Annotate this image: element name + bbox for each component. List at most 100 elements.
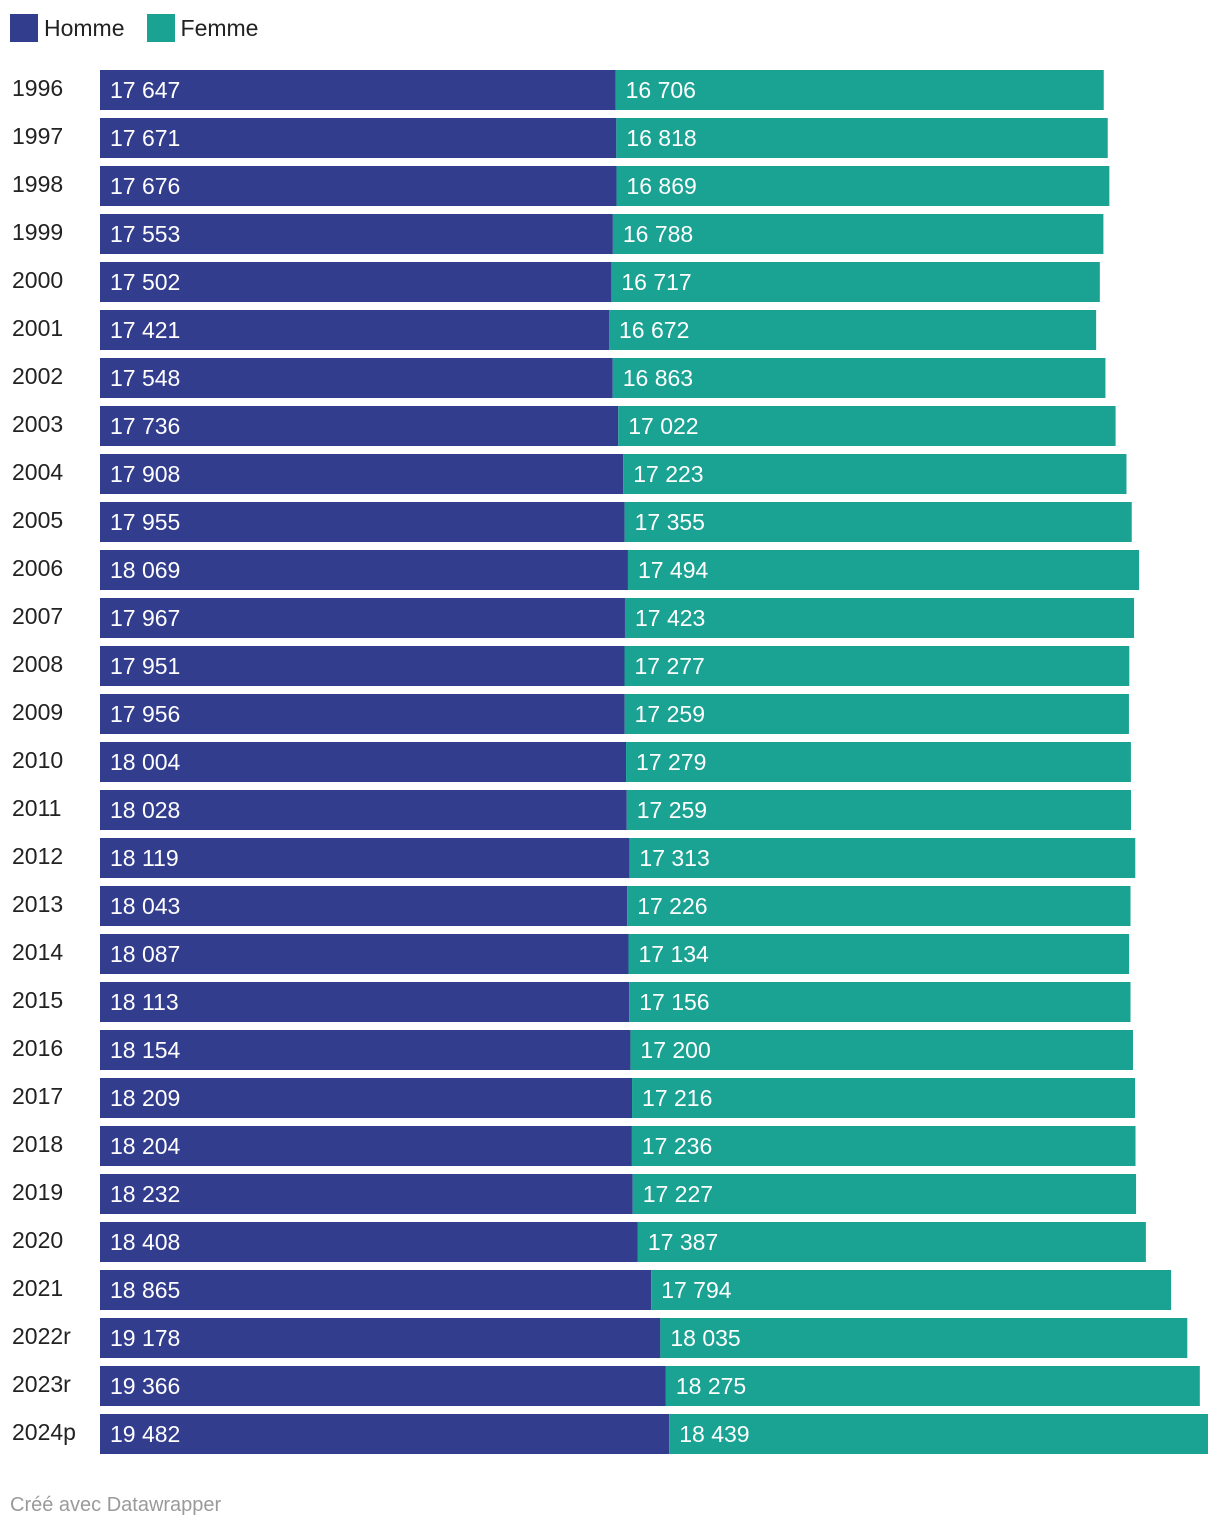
value-label-homme-2017: 18 209: [110, 1085, 180, 1111]
bar-homme-1996: [100, 70, 616, 110]
bar-femme-1999: [612, 214, 1104, 254]
bar-homme-1997: [100, 118, 617, 158]
value-label-homme-2005: 17 955: [110, 509, 180, 535]
value-label-homme-1999: 17 553: [110, 221, 180, 247]
bar-homme-2019: [100, 1174, 633, 1214]
bar-homme-2014: [100, 934, 629, 974]
value-label-femme-2020: 17 387: [648, 1229, 718, 1255]
value-label-homme-2022r: 19 178: [110, 1325, 180, 1351]
value-label-homme-2010: 18 004: [110, 749, 181, 775]
value-label-homme-2012: 18 119: [110, 845, 179, 871]
value-label-homme-1998: 17 676: [110, 173, 180, 199]
bar-femme-2003: [618, 406, 1116, 446]
value-label-femme-1996: 16 706: [626, 77, 696, 103]
bar-femme-1997: [616, 118, 1108, 158]
value-label-femme-2017: 17 216: [642, 1085, 712, 1111]
bar-femme-2021: [651, 1270, 1172, 1310]
bar-homme-2001: [100, 310, 610, 350]
bar-femme-2008: [624, 646, 1130, 686]
bar-femme-2005: [624, 502, 1132, 542]
legend-swatch-femme: [146, 14, 175, 42]
value-label-femme-2002: 16 863: [623, 365, 693, 391]
value-label-femme-2006: 17 494: [638, 557, 709, 583]
value-label-femme-2016: 17 200: [640, 1037, 710, 1063]
bar-homme-2006: [100, 550, 628, 590]
value-label-femme-1997: 16 818: [626, 125, 696, 151]
legend-label-homme: Homme: [44, 15, 125, 41]
bar-homme-2023r: [100, 1366, 666, 1406]
value-label-femme-2022r: 18 035: [670, 1325, 740, 1351]
bar-femme-2011: [626, 790, 1132, 830]
value-label-femme-2003: 17 022: [628, 413, 698, 439]
bar-femme-1998: [616, 166, 1110, 206]
value-label-femme-2007: 17 423: [635, 605, 705, 631]
value-label-homme-2001: 17 421: [110, 317, 180, 343]
bar-homme-2013: [100, 886, 628, 926]
bar-homme-2024p: [100, 1414, 670, 1454]
bar-homme-2003: [100, 406, 619, 446]
value-label-homme-2016: 18 154: [110, 1037, 181, 1063]
category-label-2015: 2015: [12, 987, 63, 1013]
category-label-2010: 2010: [12, 747, 63, 773]
category-label-2021: 2021: [12, 1275, 63, 1301]
bar-femme-2017: [632, 1078, 1136, 1118]
bar-femme-2002: [612, 358, 1106, 398]
category-label-2020: 2020: [12, 1227, 63, 1253]
value-label-homme-2011: 18 028: [110, 797, 180, 823]
value-label-homme-2018: 18 204: [110, 1133, 181, 1159]
value-label-homme-2004: 17 908: [110, 461, 180, 487]
bar-homme-2002: [100, 358, 613, 398]
value-label-femme-1998: 16 869: [626, 173, 696, 199]
category-label-2000: 2000: [12, 267, 63, 293]
bar-homme-1998: [100, 166, 617, 206]
category-label-2009: 2009: [12, 699, 63, 725]
category-label-2013: 2013: [12, 891, 63, 917]
value-label-homme-2007: 17 967: [110, 605, 180, 631]
bar-femme-2023r: [665, 1366, 1200, 1406]
bar-femme-2020: [637, 1222, 1146, 1262]
category-label-2017: 2017: [12, 1083, 63, 1109]
bar-femme-2018: [631, 1126, 1136, 1166]
bar-homme-2009: [100, 694, 625, 734]
category-label-2005: 2005: [12, 507, 63, 533]
value-label-femme-2008: 17 277: [635, 653, 705, 679]
value-label-homme-2006: 18 069: [110, 557, 180, 583]
bar-homme-2010: [100, 742, 627, 782]
category-label-2018: 2018: [12, 1131, 63, 1157]
value-label-femme-2024p: 18 439: [679, 1421, 749, 1447]
value-label-homme-2009: 17 956: [110, 701, 180, 727]
bar-homme-2015: [100, 982, 630, 1022]
value-label-femme-2001: 16 672: [619, 317, 689, 343]
bar-femme-1996: [615, 70, 1104, 110]
value-label-homme-2000: 17 502: [110, 269, 180, 295]
category-label-2024p: 2024p: [12, 1419, 76, 1445]
legend: Homme Femme: [10, 12, 280, 44]
bar-homme-2000: [100, 262, 612, 302]
value-label-femme-2011: 17 259: [637, 797, 707, 823]
footer-credit: Créé avec Datawrapper: [10, 1494, 222, 1516]
value-label-femme-2014: 17 134: [638, 941, 709, 967]
bar-femme-2006: [627, 550, 1140, 590]
bar-femme-2019: [632, 1174, 1137, 1214]
value-label-homme-2023r: 19 366: [110, 1373, 180, 1399]
category-label-1996: 1996: [12, 75, 63, 101]
bar-homme-2022r: [100, 1318, 661, 1358]
category-label-2012: 2012: [12, 843, 63, 869]
legend-label-femme: Femme: [180, 15, 259, 41]
value-label-femme-2004: 17 223: [633, 461, 703, 487]
bar-homme-2005: [100, 502, 625, 542]
category-label-1997: 1997: [12, 123, 63, 149]
category-label-1998: 1998: [12, 171, 63, 197]
value-label-homme-2014: 18 087: [110, 941, 180, 967]
value-label-femme-2015: 17 156: [639, 989, 709, 1015]
category-label-2003: 2003: [12, 411, 63, 437]
bar-femme-2009: [624, 694, 1129, 734]
value-label-homme-2024p: 19 482: [110, 1421, 180, 1447]
category-label-2004: 2004: [12, 459, 63, 485]
value-label-femme-2009: 17 259: [635, 701, 705, 727]
value-label-femme-2010: 17 279: [636, 749, 706, 775]
category-label-2023r: 2023r: [12, 1371, 71, 1397]
value-label-homme-2008: 17 951: [110, 653, 180, 679]
bar-homme-2020: [100, 1222, 638, 1262]
value-label-homme-2002: 17 548: [110, 365, 180, 391]
